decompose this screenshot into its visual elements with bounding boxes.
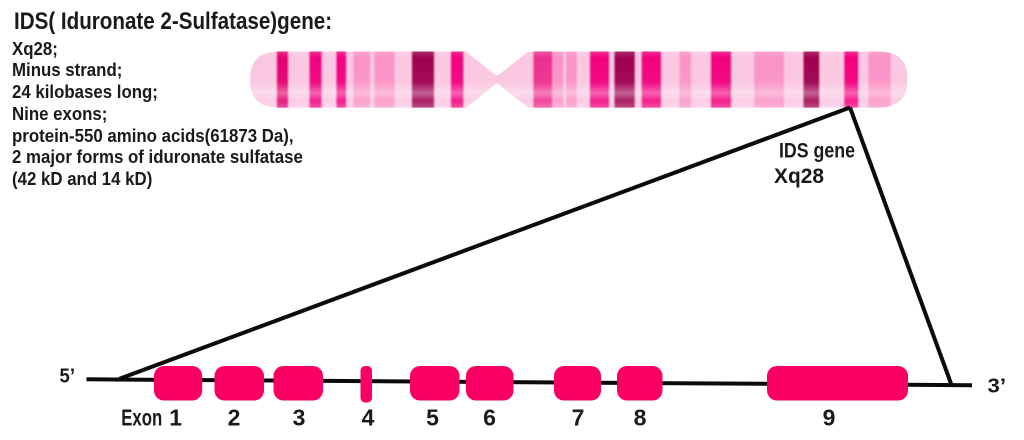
svg-text:IDS gene: IDS gene: [779, 140, 855, 163]
svg-text:5’: 5’: [60, 366, 76, 388]
svg-text:8: 8: [634, 405, 647, 431]
svg-text:Xq28: Xq28: [774, 165, 824, 188]
svg-text:4: 4: [362, 405, 375, 431]
svg-text:Exon: Exon: [121, 405, 162, 431]
svg-text:9: 9: [823, 405, 836, 431]
svg-text:7: 7: [572, 405, 585, 431]
svg-text:5: 5: [426, 405, 439, 431]
svg-text:2: 2: [228, 405, 241, 431]
svg-text:6: 6: [483, 405, 496, 431]
svg-text:3: 3: [293, 405, 306, 431]
svg-text:1: 1: [169, 405, 182, 431]
svg-text:3’: 3’: [988, 376, 1007, 398]
